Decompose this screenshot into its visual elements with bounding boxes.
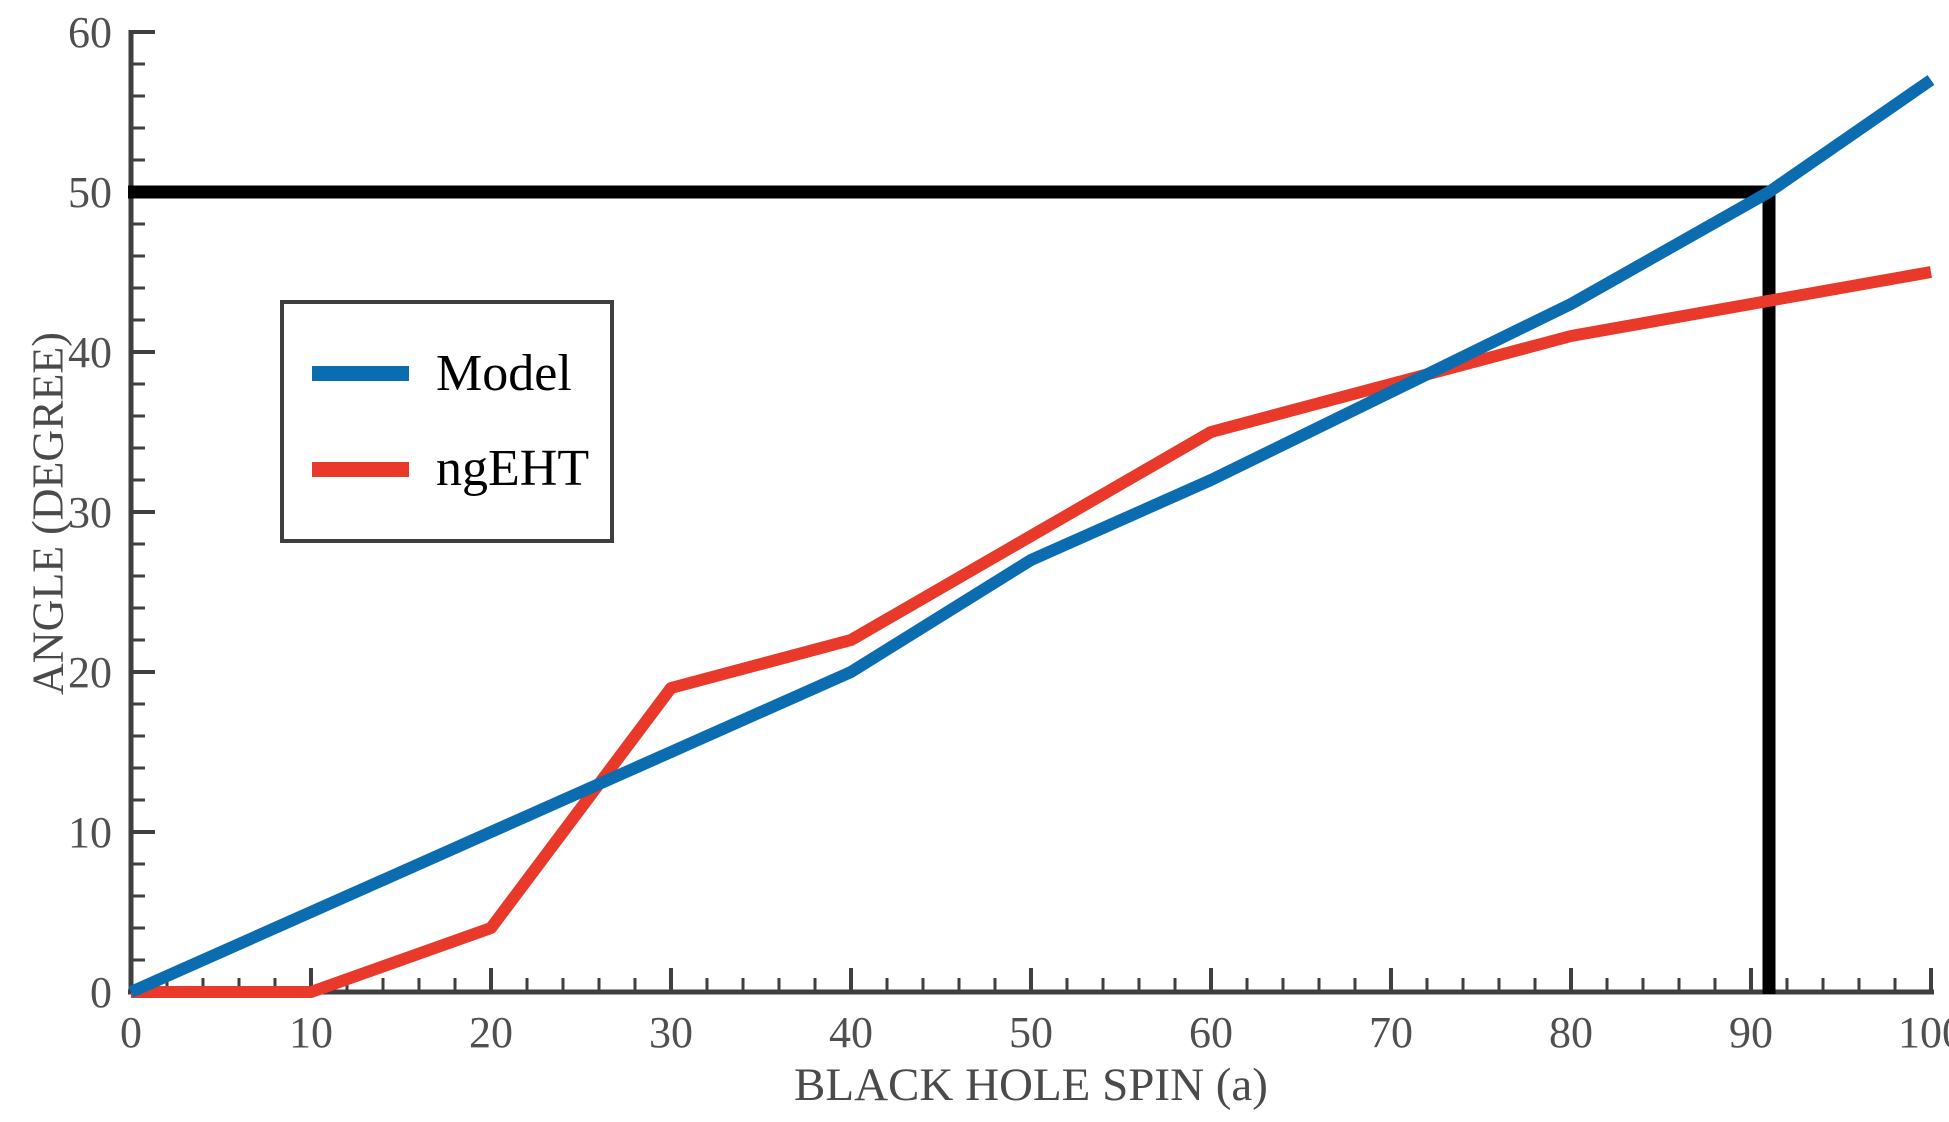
svg-text:50: 50 xyxy=(68,168,112,217)
legend-label-ngeht: ngEHT xyxy=(436,440,590,498)
legend-item-model: Model xyxy=(312,344,610,402)
model-line-swatch xyxy=(312,366,409,382)
legend-item-ngeht: ngEHT xyxy=(312,443,610,495)
svg-text:30: 30 xyxy=(68,488,112,537)
legend-box: Model ngEHT xyxy=(280,300,614,543)
svg-text:20: 20 xyxy=(68,648,112,697)
svg-text:70: 70 xyxy=(1369,1008,1413,1057)
y-axis-label: ANGLE (DEGREE) xyxy=(23,332,73,695)
svg-text:30: 30 xyxy=(649,1008,693,1057)
svg-text:0: 0 xyxy=(120,1008,142,1057)
legend-label-model: Model xyxy=(436,344,572,402)
svg-text:0: 0 xyxy=(90,968,112,1017)
svg-text:60: 60 xyxy=(68,8,112,57)
svg-text:50: 50 xyxy=(1009,1008,1053,1057)
svg-text:10: 10 xyxy=(289,1008,333,1057)
svg-text:20: 20 xyxy=(469,1008,513,1057)
ngeht-line-swatch xyxy=(312,461,409,477)
svg-text:90: 90 xyxy=(1729,1008,1773,1057)
x-axis-label: BLACK HOLE SPIN (a) xyxy=(794,1059,1268,1111)
svg-text:40: 40 xyxy=(829,1008,873,1057)
svg-text:80: 80 xyxy=(1549,1008,1593,1057)
svg-text:10: 10 xyxy=(68,808,112,857)
svg-text:40: 40 xyxy=(68,328,112,377)
svg-text:60: 60 xyxy=(1189,1008,1233,1057)
svg-text:100: 100 xyxy=(1898,1008,1949,1057)
